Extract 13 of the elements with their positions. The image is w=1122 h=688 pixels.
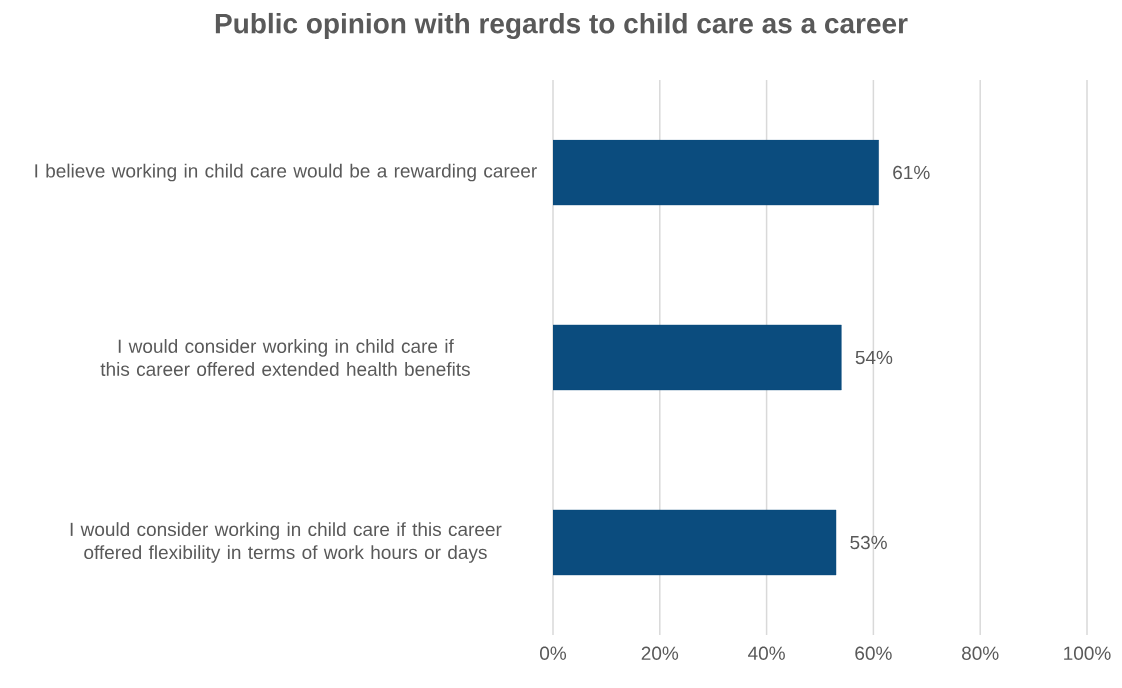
- x-tick-label: 0%: [540, 646, 567, 660]
- chart-title: Public opinion with regards to child care as a career: [215, 12, 908, 40]
- x-tick-label: 20%: [641, 646, 679, 660]
- x-tick-label: 80%: [962, 646, 999, 660]
- y-tick-label: I believe working in child care would be a rewarding career: [35, 163, 537, 182]
- data-label: 53%: [850, 535, 887, 550]
- x-tick-label: 100%: [1064, 646, 1111, 660]
- data-label: 61%: [893, 165, 930, 180]
- x-tick-label: 40%: [748, 646, 785, 660]
- y-tick-label: I would consider working in child care if this career offered flexibility in terms of work hours or days: [70, 522, 502, 563]
- data-label: 54%: [855, 350, 893, 365]
- x-tick-label: 60%: [855, 646, 892, 660]
- y-tick-label: I would consider working in child care if this career offered extended health benefits: [100, 339, 470, 376]
